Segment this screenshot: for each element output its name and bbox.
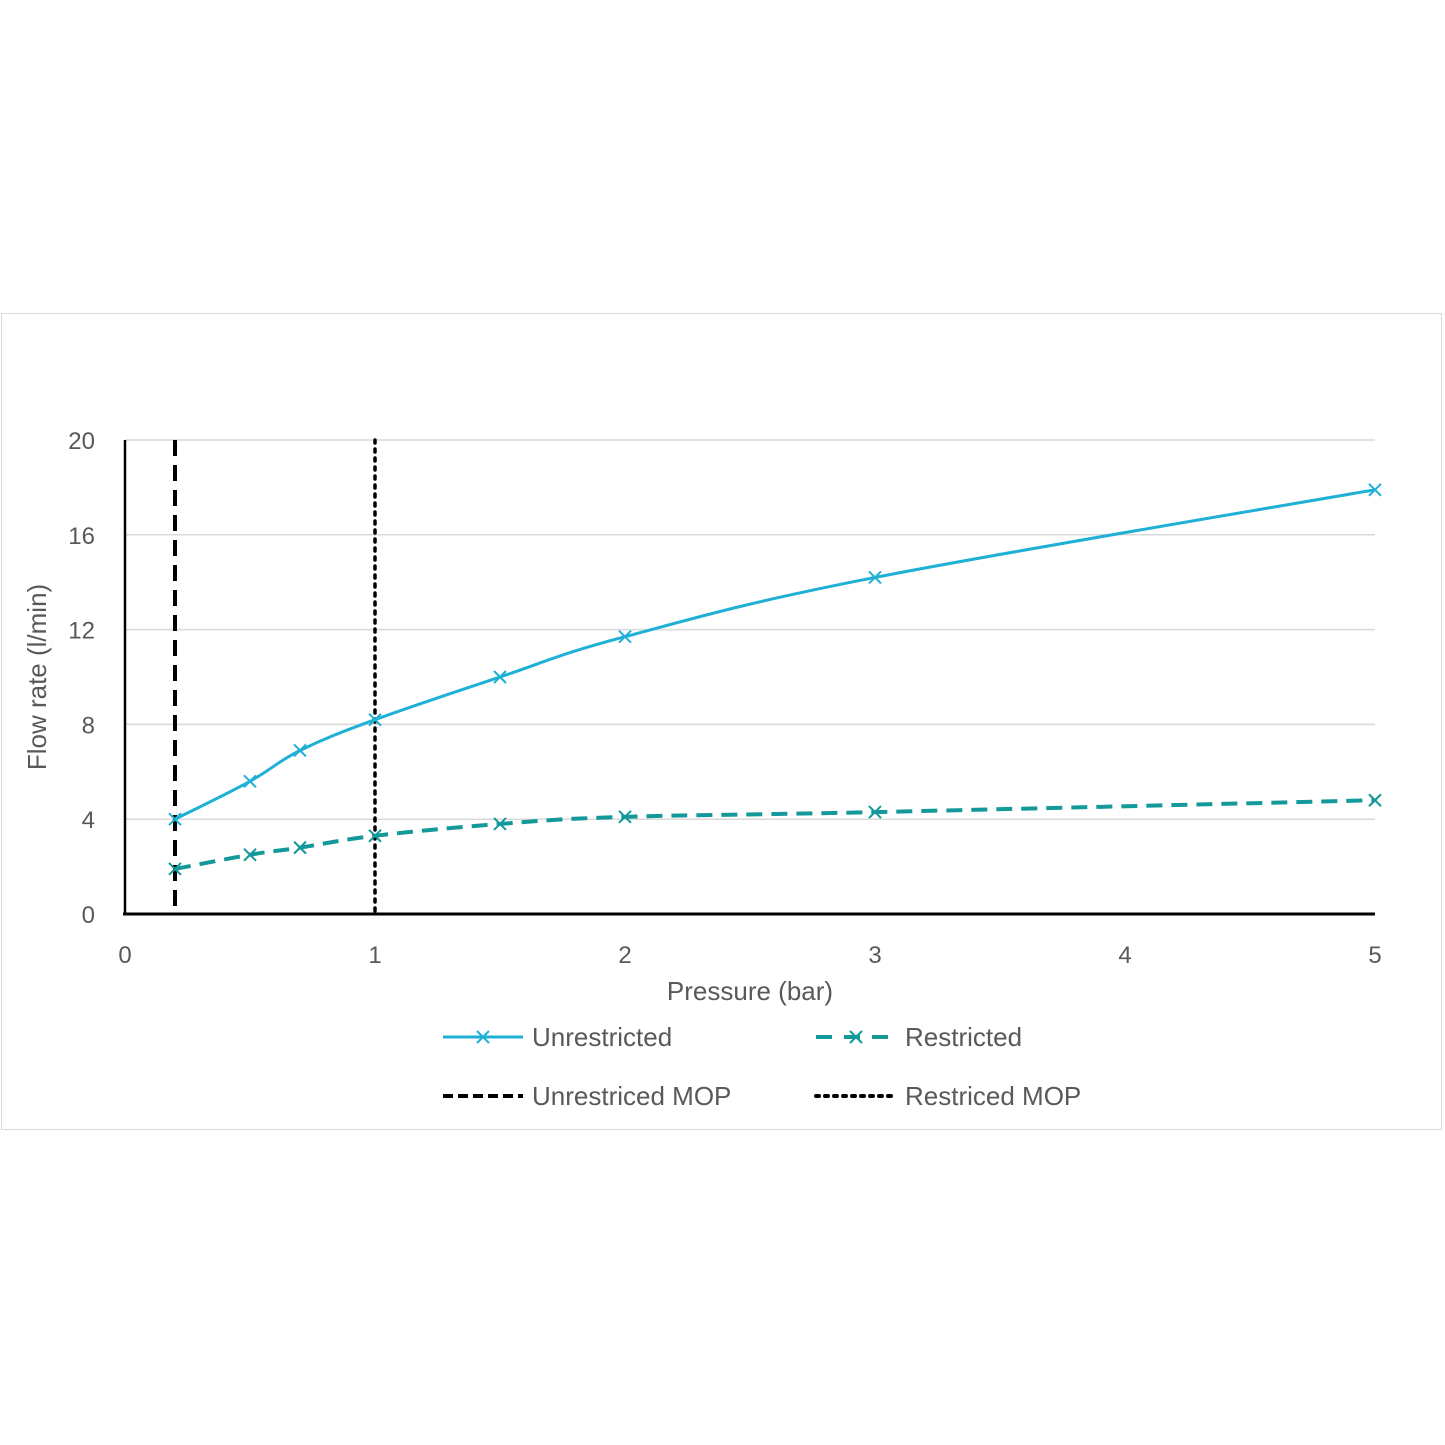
series-1-point-0	[168, 862, 182, 876]
series-0-point-4	[493, 670, 507, 684]
legend-item-3: Restriced MOP	[814, 1081, 1081, 1111]
legend-label-2: Unrestriced MOP	[532, 1081, 731, 1111]
x-tick-label-1: 1	[368, 942, 381, 969]
legend: Unrestricted Restricted Unrestriced MOP Res…	[443, 1022, 1081, 1111]
legend-item-2: Unrestriced MOP	[443, 1081, 731, 1111]
series-1-point-1	[243, 848, 257, 862]
series-0-point-2	[293, 743, 307, 758]
x-tick-label-2: 2	[618, 942, 631, 969]
legend-marker-1	[849, 1030, 863, 1044]
series-1-point-2	[293, 840, 307, 855]
series-0-point-6	[868, 570, 882, 585]
chart-frame	[1, 313, 1442, 1130]
legend-item-0: Unrestricted	[443, 1022, 672, 1052]
x-tick-label-0: 0	[118, 942, 131, 969]
series-1-point-5	[618, 810, 632, 824]
series-1-point-4	[493, 817, 507, 831]
series	[168, 483, 1382, 876]
series-0-point-3	[368, 712, 382, 727]
x-axis-title: Pressure (bar)	[667, 976, 833, 1006]
y-tick-label-3: 12	[68, 618, 95, 645]
reference-lines	[173, 438, 377, 916]
legend-marker-0	[476, 1030, 490, 1044]
series-0-point-5	[618, 630, 632, 644]
y-tick-label-4: 16	[68, 523, 95, 550]
y-tick-label-0: 0	[82, 902, 95, 929]
series-0-point-1	[243, 774, 257, 788]
series-line-restricted	[174, 798, 1376, 871]
y-tick-label-2: 8	[82, 712, 95, 739]
y-tick-label-1: 4	[82, 807, 95, 834]
series-0-point-7	[1368, 483, 1382, 497]
series-line-unrestricted	[174, 488, 1376, 821]
legend-label-1: Restricted	[905, 1022, 1022, 1052]
series-0-point-0	[168, 812, 182, 826]
series-1-point-3	[368, 829, 382, 843]
series-1-point-6	[868, 805, 882, 819]
legend-label-3: Restriced MOP	[905, 1081, 1081, 1111]
grid-lines	[125, 439, 1375, 820]
legend-item-1: Restricted	[816, 1022, 1022, 1052]
axes	[123, 440, 1375, 916]
x-tick-label-5: 5	[1368, 942, 1381, 969]
y-axis-title: Flow rate (l/min)	[22, 584, 52, 770]
legend-label-0: Unrestricted	[532, 1022, 672, 1052]
x-tick-label-4: 4	[1118, 942, 1131, 969]
series-1-point-7	[1368, 793, 1382, 807]
y-tick-label-5: 20	[68, 428, 95, 455]
x-tick-label-3: 3	[868, 942, 881, 969]
